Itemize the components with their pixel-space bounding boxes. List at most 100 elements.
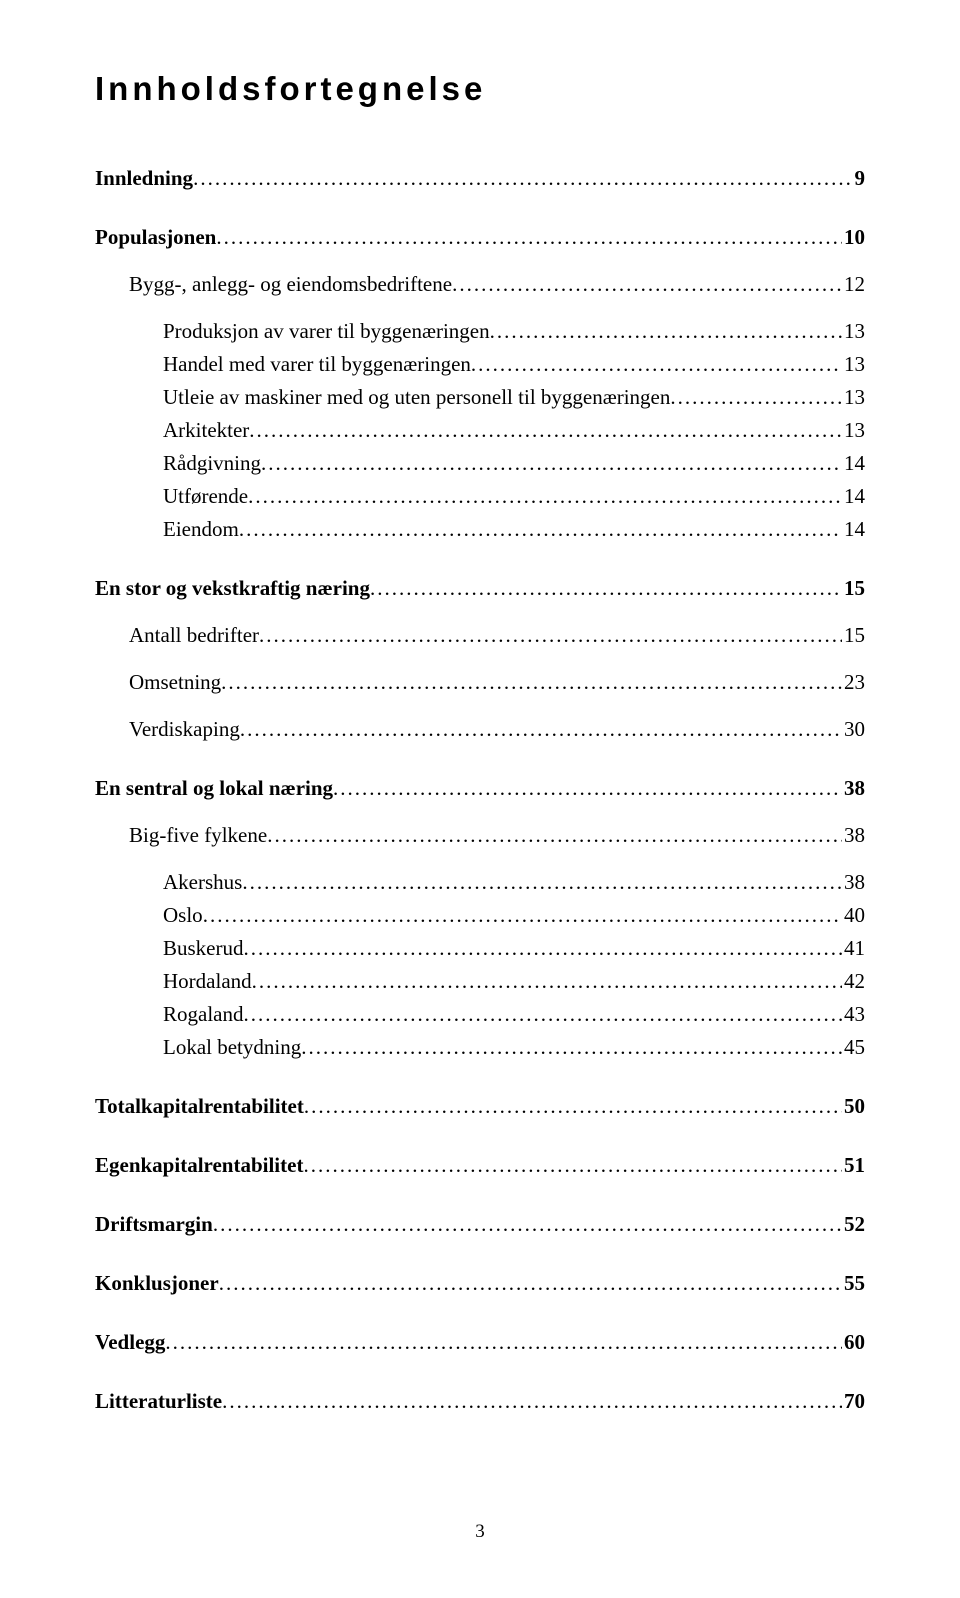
toc-row: Populasjonen10 — [95, 225, 865, 250]
toc-row: En stor og vekstkraftig næring 15 — [95, 576, 865, 601]
toc-label: Utførende — [163, 484, 248, 509]
toc-page: 13 — [842, 418, 865, 443]
toc-label: Arkitekter — [163, 418, 249, 443]
toc-page: 14 — [842, 451, 865, 476]
toc-page: 14 — [842, 517, 865, 542]
toc-row: Omsetning23 — [95, 670, 865, 695]
toc-label: Antall bedrifter — [129, 623, 259, 648]
toc-label: En sentral og lokal næring — [95, 776, 333, 801]
page-title: Innholdsfortegnelse — [95, 70, 865, 108]
toc-row: Verdiskaping30 — [95, 717, 865, 742]
toc-leader-dots — [471, 352, 842, 377]
toc-page: 55 — [842, 1271, 865, 1296]
toc-leader-dots — [267, 823, 842, 848]
toc-page: 15 — [842, 623, 865, 648]
toc-page: 13 — [842, 385, 865, 410]
toc-leader-dots — [333, 776, 842, 801]
toc-page: 70 — [842, 1389, 865, 1414]
toc-leader-dots — [303, 1153, 842, 1178]
toc-row: Produksjon av varer til byggenæringen 13 — [95, 319, 865, 344]
toc-page: 30 — [842, 717, 865, 742]
toc-page: 41 — [842, 936, 865, 961]
toc-page: 9 — [853, 166, 866, 191]
toc-leader-dots — [216, 225, 842, 250]
toc-leader-dots — [165, 1330, 842, 1355]
toc-label: Big-five fylkene — [129, 823, 267, 848]
toc-row: Bygg-, anlegg- og eiendomsbedriftene 12 — [95, 272, 865, 297]
toc-leader-dots — [222, 1389, 842, 1414]
toc-leader-dots — [221, 670, 842, 695]
toc-label: Litteraturliste — [95, 1389, 222, 1414]
toc-row: Eiendom14 — [95, 517, 865, 542]
toc-row: Buskerud 41 — [95, 936, 865, 961]
toc-row: Akershus 38 — [95, 870, 865, 895]
toc-leader-dots — [252, 969, 842, 994]
toc-row: Konklusjoner 55 — [95, 1271, 865, 1296]
toc-leader-dots — [670, 385, 842, 410]
toc-leader-dots — [259, 623, 842, 648]
page: Innholdsfortegnelse Innledning 9 Populasjo… — [0, 0, 960, 1598]
toc-row: Rogaland 43 — [95, 1002, 865, 1027]
toc-page: 13 — [842, 352, 865, 377]
toc-page: 23 — [842, 670, 865, 695]
toc-row: Utførende 14 — [95, 484, 865, 509]
toc-label: Rogaland — [163, 1002, 243, 1027]
toc-label: Totalkapitalrentabilitet — [95, 1094, 304, 1119]
toc-row: Innledning 9 — [95, 166, 865, 191]
toc-leader-dots — [490, 319, 842, 344]
toc-leader-dots — [370, 576, 842, 601]
toc-row: Handel med varer til byggenæringen 13 — [95, 352, 865, 377]
toc-label: Oslo — [163, 903, 203, 928]
toc-label: Konklusjoner — [95, 1271, 219, 1296]
page-number: 3 — [0, 1521, 960, 1543]
toc-row: Rådgivning14 — [95, 451, 865, 476]
toc-leader-dots — [239, 517, 842, 542]
toc-label: Akershus — [163, 870, 242, 895]
toc-row: En sentral og lokal næring38 — [95, 776, 865, 801]
toc-page: 50 — [842, 1094, 865, 1119]
toc-page: 38 — [842, 870, 865, 895]
toc-label: Handel med varer til byggenæringen — [163, 352, 471, 377]
toc-row: Litteraturliste 70 — [95, 1389, 865, 1414]
toc-page: 38 — [842, 823, 865, 848]
toc-row: Egenkapitalrentabilitet 51 — [95, 1153, 865, 1178]
toc-label: Produksjon av varer til byggenæringen — [163, 319, 490, 344]
toc-leader-dots — [248, 484, 842, 509]
toc-row: Hordaland42 — [95, 969, 865, 994]
toc-label: Egenkapitalrentabilitet — [95, 1153, 303, 1178]
table-of-contents: Innledning 9 Populasjonen10 Bygg-, anlegg- … — [95, 166, 865, 1414]
toc-label: Vedlegg — [95, 1330, 165, 1355]
toc-page: 10 — [842, 225, 865, 250]
toc-label: Buskerud — [163, 936, 244, 961]
toc-leader-dots — [240, 717, 842, 742]
toc-page: 52 — [842, 1212, 865, 1237]
toc-page: 12 — [842, 272, 865, 297]
toc-page: 13 — [842, 319, 865, 344]
toc-row: Lokal betydning 45 — [95, 1035, 865, 1060]
toc-label: Utleie av maskiner med og uten personell… — [163, 385, 670, 410]
toc-leader-dots — [244, 936, 843, 961]
toc-label: Lokal betydning — [163, 1035, 301, 1060]
toc-page: 14 — [842, 484, 865, 509]
toc-leader-dots — [304, 1094, 842, 1119]
toc-row: Oslo 40 — [95, 903, 865, 928]
toc-row: Driftsmargin52 — [95, 1212, 865, 1237]
toc-label: Bygg-, anlegg- og eiendomsbedriftene — [129, 272, 452, 297]
toc-page: 43 — [842, 1002, 865, 1027]
toc-label: En stor og vekstkraftig næring — [95, 576, 370, 601]
toc-row: Antall bedrifter 15 — [95, 623, 865, 648]
toc-row: Utleie av maskiner med og uten personell… — [95, 385, 865, 410]
toc-leader-dots — [301, 1035, 842, 1060]
toc-page: 15 — [842, 576, 865, 601]
toc-page: 51 — [842, 1153, 865, 1178]
toc-row: Arkitekter 13 — [95, 418, 865, 443]
toc-leader-dots — [193, 166, 852, 191]
toc-row: Big-five fylkene 38 — [95, 823, 865, 848]
toc-label: Innledning — [95, 166, 193, 191]
toc-leader-dots — [261, 451, 842, 476]
toc-page: 40 — [842, 903, 865, 928]
toc-leader-dots — [249, 418, 842, 443]
toc-page: 60 — [842, 1330, 865, 1355]
toc-leader-dots — [219, 1271, 842, 1296]
toc-page: 45 — [842, 1035, 865, 1060]
